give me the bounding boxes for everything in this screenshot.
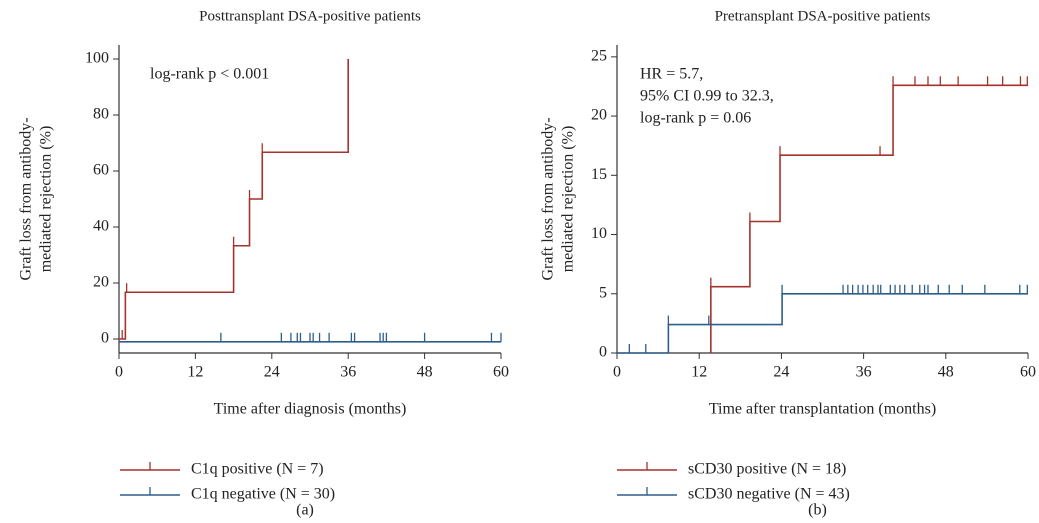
annotation: log-rank p < 0.001 (150, 66, 269, 83)
y-tick-label: 20 (591, 107, 607, 124)
y-tick-label: 15 (591, 166, 607, 183)
panel-label: (a) (296, 502, 314, 519)
x-tick-label: 48 (938, 364, 954, 381)
chart-title: Pretransplant DSA-positive patients (715, 8, 931, 24)
x-tick-label: 36 (856, 364, 872, 381)
x-tick-label: 12 (691, 364, 707, 381)
y-tick-label: 20 (93, 274, 109, 291)
x-tick-label: 0 (613, 364, 621, 381)
y-tick-label: 60 (93, 162, 109, 179)
x-tick-label: 36 (340, 364, 356, 381)
legend-label: C1q positive (N = 7) (191, 461, 324, 478)
chart-title: Posttransplant DSA-positive patients (199, 8, 421, 24)
panel-label: (b) (808, 502, 827, 519)
annotation: log-rank p = 0.06 (640, 110, 751, 127)
y-tick-label: 0 (599, 344, 607, 361)
x-axis-label: Time after diagnosis (months) (214, 401, 407, 418)
y-tick-label: 10 (591, 225, 607, 242)
y-axis-label: Graft loss from antibody- (540, 117, 557, 280)
y-axis-label: mediated rejection (%) (560, 126, 577, 273)
x-tick-label: 60 (1020, 364, 1036, 381)
annotation: 95% CI 0.99 to 32.3, (640, 88, 774, 105)
annotation: HR = 5.7, (640, 66, 703, 83)
y-tick-label: 25 (591, 48, 607, 65)
y-tick-label: 100 (85, 50, 109, 67)
y-tick-label: 40 (93, 218, 109, 235)
x-tick-label: 12 (187, 364, 203, 381)
x-tick-label: 0 (115, 364, 123, 381)
y-tick-label: 80 (93, 106, 109, 123)
y-axis-label: Graft loss from antibody- (18, 117, 35, 280)
x-tick-label: 60 (493, 364, 509, 381)
survival-line (119, 59, 349, 340)
y-axis-label: mediated rejection (%) (38, 126, 55, 273)
x-tick-label: 24 (773, 364, 789, 381)
survival-line (617, 292, 1028, 354)
legend-label: C1q negative (N = 30) (191, 486, 335, 503)
x-tick-label: 48 (417, 364, 433, 381)
x-axis-label: Time after transplantation (months) (709, 401, 936, 418)
legend-label: sCD30 negative (N = 43) (688, 486, 850, 503)
y-tick-label: 0 (101, 330, 109, 347)
legend-label: sCD30 positive (N = 18) (688, 461, 846, 478)
survival-line (710, 84, 1028, 353)
x-tick-label: 24 (264, 364, 280, 381)
y-tick-label: 5 (599, 284, 607, 301)
